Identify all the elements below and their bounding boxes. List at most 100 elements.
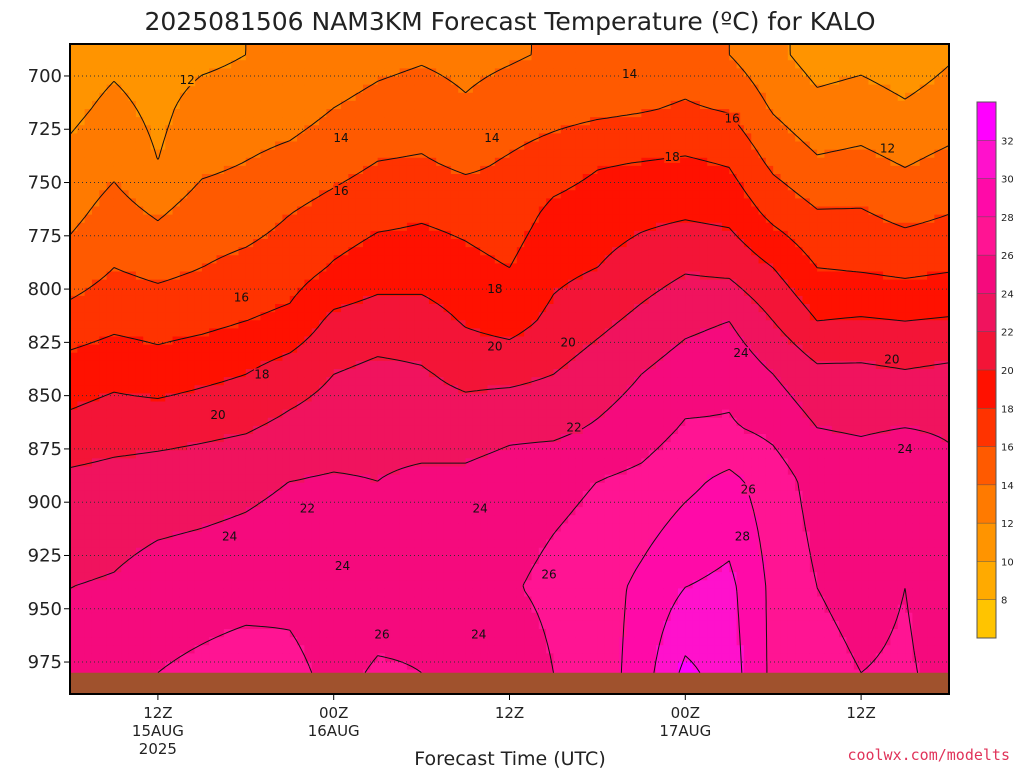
temperature-cell (113, 109, 122, 118)
temperature-cell (458, 434, 467, 443)
temperature-cell (91, 263, 100, 273)
temperature-cell (509, 222, 518, 232)
temperature-cell (70, 328, 78, 338)
temperature-cell (428, 255, 437, 264)
temperature-cell (414, 190, 423, 199)
temperature-cell (179, 174, 188, 183)
temperature-cell (333, 117, 342, 126)
temperature-cell (326, 230, 335, 240)
temperature-cell (436, 401, 445, 411)
temperature-cell (84, 588, 93, 598)
temperature-cell (282, 352, 291, 362)
temperature-cell (106, 369, 115, 378)
temperature-cell (348, 247, 357, 256)
temperature-cell (70, 507, 78, 516)
temperature-cell (355, 507, 364, 516)
temperature-cell (121, 328, 130, 338)
temperature-cell (245, 279, 254, 289)
temperature-cell (363, 620, 371, 630)
temperature-cell (70, 442, 78, 451)
temperature-cell (399, 393, 408, 403)
temperature-cell (216, 564, 225, 573)
temperature-cell (223, 263, 232, 273)
temperature-cell (209, 295, 218, 305)
temperature-cell (267, 385, 276, 394)
temperature-cell (363, 434, 371, 443)
temperature-cell (157, 287, 166, 297)
temperature-cell (165, 458, 174, 468)
temperature-cell (282, 165, 291, 175)
temperature-cell (77, 271, 86, 281)
temperature-cell (253, 466, 262, 476)
temperature-cell (143, 369, 152, 378)
temperature-cell (341, 604, 349, 614)
temperature-cell (370, 661, 379, 671)
temperature-cell (179, 141, 188, 151)
temperature-cell (260, 190, 269, 199)
temperature-cell (458, 499, 467, 508)
temperature-cell (370, 401, 379, 411)
temperature-cell (275, 141, 284, 151)
temperature-cell (465, 222, 474, 232)
temperature-cell (377, 141, 386, 151)
temperature-cell (150, 442, 159, 451)
temperature-cell (245, 352, 254, 362)
temperature-cell (399, 344, 408, 354)
temperature-cell (443, 295, 452, 305)
temperature-cell (260, 425, 269, 435)
temperature-cell (377, 287, 386, 297)
temperature-cell (128, 474, 137, 484)
temperature-cell (106, 68, 115, 78)
temperature-cell (348, 499, 357, 508)
temperature-cell (392, 52, 401, 61)
temperature-cell (377, 450, 386, 459)
temperature-cell (524, 100, 533, 110)
temperature-cell (282, 320, 291, 329)
temperature-cell (253, 645, 262, 654)
temperature-cell (260, 344, 269, 354)
temperature-cell (333, 458, 342, 468)
temperature-cell (275, 60, 284, 69)
temperature-cell (165, 629, 174, 638)
temperature-cell (502, 596, 511, 606)
temperature-cell (289, 214, 298, 224)
temperature-cell (399, 360, 408, 370)
temperature-cell (458, 68, 467, 78)
temperature-cell (472, 263, 481, 273)
temperature-cell (106, 336, 115, 346)
temperature-cell (187, 230, 196, 240)
temperature-cell (77, 68, 86, 78)
temperature-cell (297, 141, 305, 151)
temperature-cell (267, 222, 276, 232)
temperature-cell (406, 100, 415, 110)
temperature-cell (428, 182, 437, 191)
temperature-cell (238, 214, 247, 224)
temperature-cell (253, 92, 262, 102)
temperature-cell (370, 312, 379, 321)
temperature-cell (341, 287, 349, 297)
temperature-cell (275, 214, 284, 224)
temperature-cell (333, 44, 342, 53)
temperature-cell (91, 92, 100, 102)
temperature-cell (319, 612, 327, 622)
temperature-cell (216, 401, 225, 411)
temperature-cell (165, 572, 174, 581)
temperature-cell (245, 645, 254, 654)
temperature-cell (384, 393, 393, 403)
temperature-cell (194, 190, 203, 199)
temperature-cell (157, 295, 166, 305)
temperature-cell (289, 60, 298, 69)
temperature-cell (377, 393, 386, 403)
temperature-cell (209, 109, 218, 118)
temperature-cell (77, 442, 86, 451)
temperature-cell (172, 564, 181, 573)
temperature-cell (326, 141, 335, 151)
temperature-cell (187, 458, 196, 468)
temperature-cell (472, 653, 481, 663)
temperature-cell (223, 588, 232, 598)
temperature-cell (201, 417, 210, 427)
temperature-cell (348, 44, 357, 53)
temperature-cell (121, 409, 130, 419)
temperature-cell (275, 482, 284, 492)
temperature-cell (267, 377, 276, 386)
